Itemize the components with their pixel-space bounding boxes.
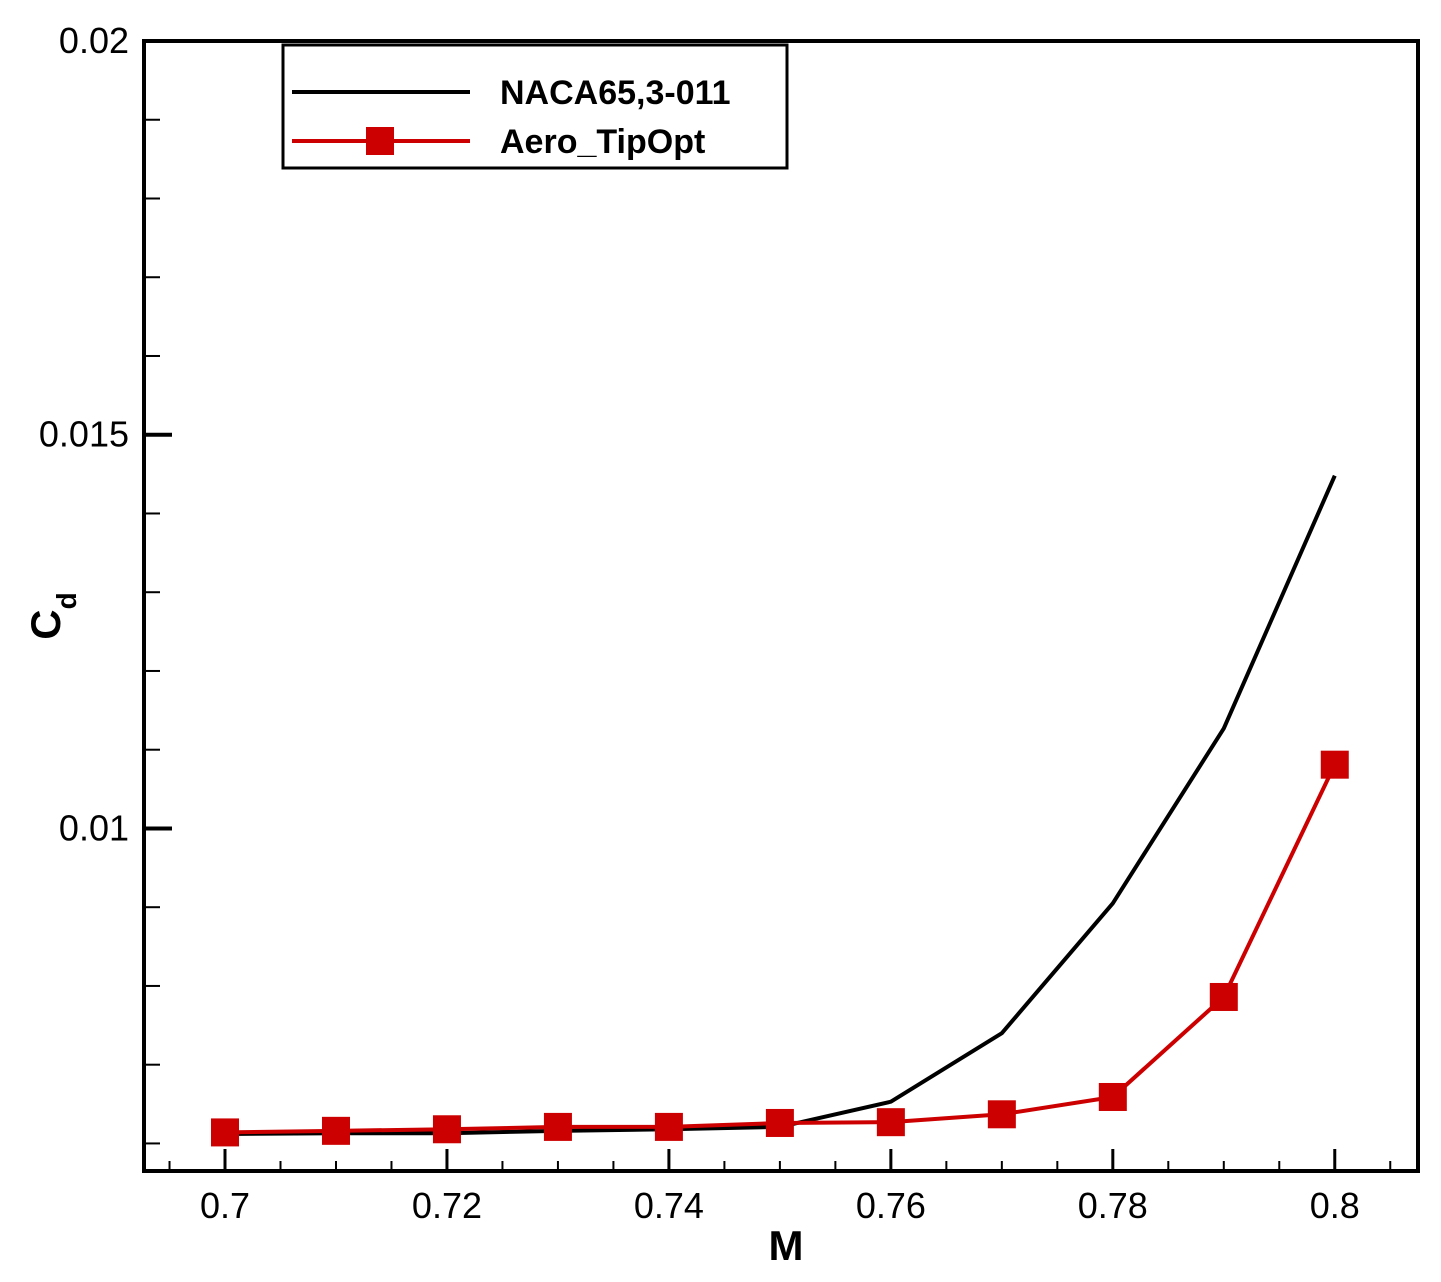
plot-frame bbox=[142, 39, 1420, 1173]
data-point-marker bbox=[211, 1118, 240, 1147]
y-axis-title-main: C bbox=[22, 609, 69, 639]
data-point-marker bbox=[1209, 982, 1238, 1011]
x-axis-title: M bbox=[769, 1222, 804, 1269]
y-axis-title: Cd bbox=[22, 592, 82, 639]
legend: NACA65,3-011 Aero_TipOpt bbox=[281, 43, 789, 170]
data-point-marker bbox=[543, 1112, 572, 1141]
legend-label-tipopt: Aero_TipOpt bbox=[500, 123, 705, 161]
tick-layer bbox=[144, 39, 1392, 1171]
series-line-0 bbox=[224, 474, 1337, 1136]
tick-label-layer: 0.7 0.72 0.74 0.76 0.78 0.8 0.01 0.015 0.02 bbox=[39, 20, 1360, 1226]
x-tick-label: 0.76 bbox=[856, 1185, 926, 1226]
x-tick-label: 0.7 bbox=[200, 1185, 250, 1226]
y-axis-title-text: Cd bbox=[22, 592, 82, 639]
x-tick-label: 0.72 bbox=[412, 1185, 482, 1226]
series-layer bbox=[211, 474, 1349, 1147]
y-tick-label: 0.015 bbox=[39, 414, 129, 455]
data-point-marker bbox=[876, 1108, 905, 1137]
y-tick-label: 0.01 bbox=[59, 807, 129, 848]
data-point-marker bbox=[765, 1108, 794, 1137]
data-point-marker bbox=[321, 1116, 350, 1145]
series-line-1 bbox=[224, 763, 1337, 1135]
y-axis-title-subscript: d bbox=[51, 592, 82, 609]
y-tick-label: 0.02 bbox=[59, 20, 129, 61]
data-point-marker bbox=[1320, 750, 1349, 779]
data-point-marker bbox=[1098, 1082, 1127, 1111]
legend-label-naca: NACA65,3-011 bbox=[500, 74, 731, 112]
x-tick-label: 0.74 bbox=[634, 1185, 704, 1226]
data-point-marker bbox=[987, 1100, 1016, 1129]
x-tick-label: 0.8 bbox=[1310, 1185, 1360, 1226]
x-tick-label: 0.78 bbox=[1078, 1185, 1148, 1226]
data-point-marker bbox=[654, 1112, 683, 1141]
legend-marker-tipopt bbox=[366, 127, 394, 155]
data-point-marker bbox=[432, 1115, 461, 1144]
